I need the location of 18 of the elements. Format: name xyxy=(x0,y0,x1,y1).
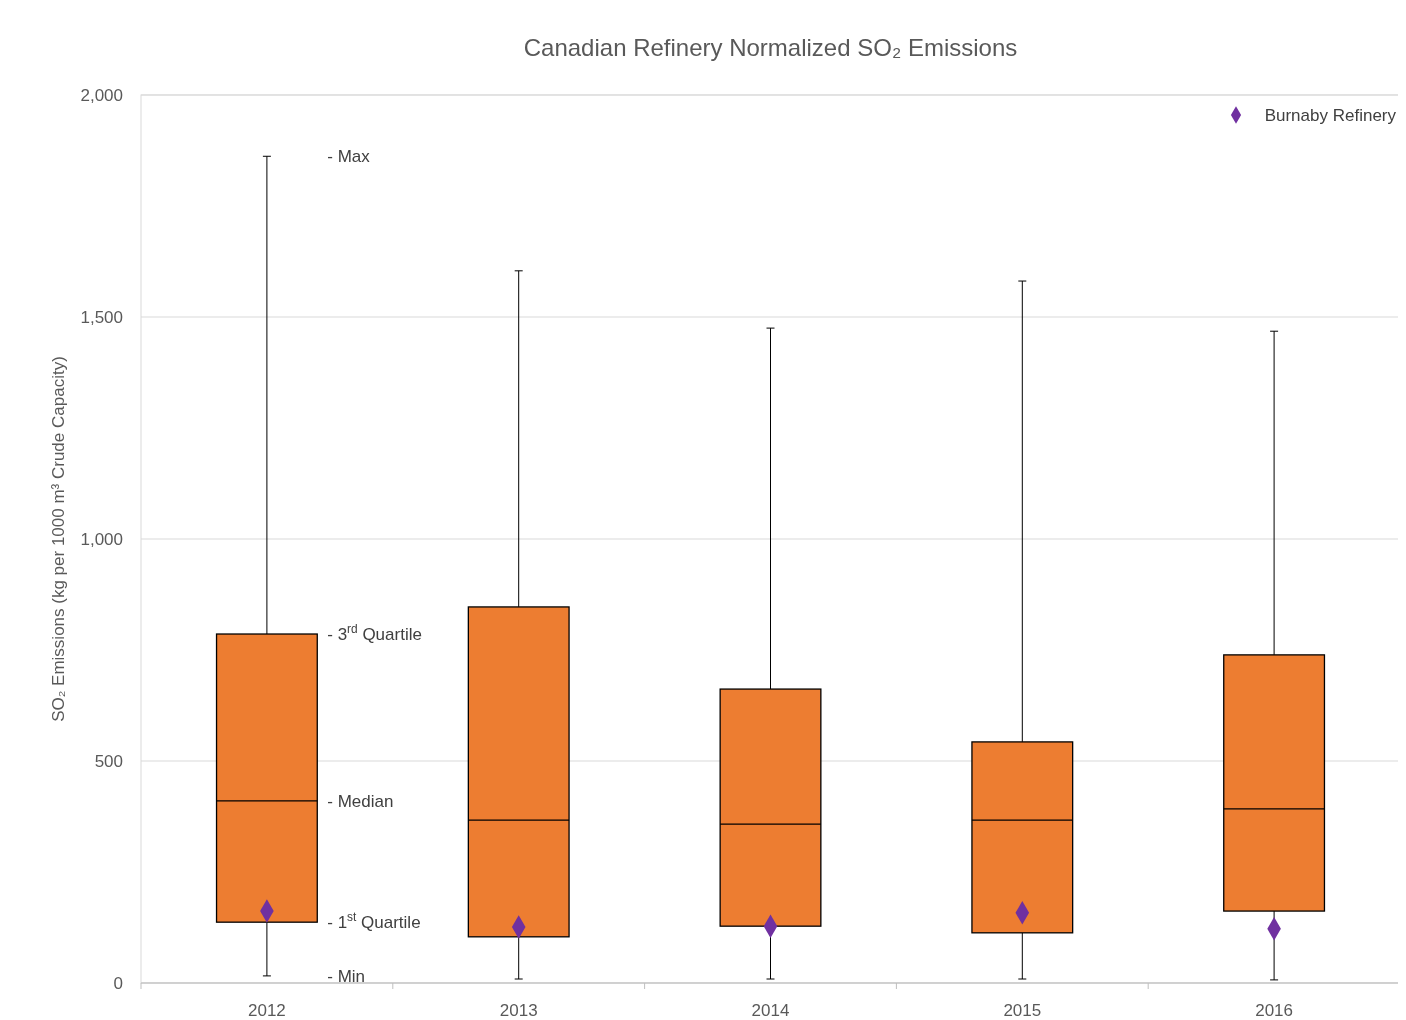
x-tick-label: 2016 xyxy=(1255,1001,1294,1020)
y-tick-label: 500 xyxy=(94,751,123,771)
legend-label: Burnaby Refinery xyxy=(1264,105,1397,125)
x-tick-label: 2014 xyxy=(751,1001,790,1020)
chart-title: Canadian Refinery Normalized SO₂ Emissions xyxy=(523,34,1018,61)
y-tick-label: 1,000 xyxy=(80,529,123,549)
x-tick-label: 2015 xyxy=(1003,1001,1042,1020)
y-tick-label: 2,000 xyxy=(80,85,123,105)
x-tick-label: 2013 xyxy=(499,1001,538,1020)
annotation: - Max xyxy=(327,147,371,167)
annotation: - 1$^{st}$ Quartile xyxy=(327,910,421,933)
annotation: - 3$^{rd}$ Quartile xyxy=(327,621,422,644)
y-tick-label: 0 xyxy=(113,973,123,993)
x-tick-label: 2012 xyxy=(247,1001,286,1020)
annotation: - Min xyxy=(327,966,366,986)
y-tick-label: 1,500 xyxy=(80,307,123,327)
annotation: - Median xyxy=(327,791,394,811)
y-axis-title: SO₂ Emissions (kg per 1000 m³ Crude Capacity) xyxy=(49,356,68,722)
